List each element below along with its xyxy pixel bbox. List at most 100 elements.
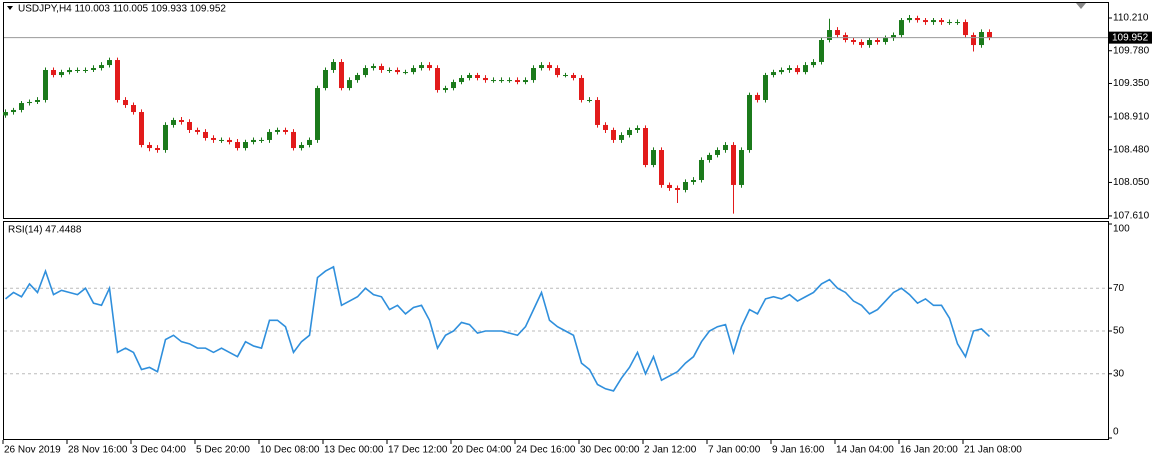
candle-body	[635, 128, 640, 130]
candle-body	[603, 124, 608, 130]
candle-body	[139, 112, 144, 145]
candle-body	[403, 72, 408, 74]
candle-body	[475, 75, 480, 78]
candle-body	[163, 124, 168, 151]
candle-body	[83, 69, 88, 71]
candle-body	[75, 69, 80, 71]
x-tick-label: 28 Nov 16:00	[68, 445, 128, 456]
x-tick-label: 20 Dec 04:00	[452, 445, 512, 456]
candle-body	[667, 184, 672, 189]
candle-body	[715, 150, 720, 155]
candle-body	[531, 68, 536, 81]
candle-body	[43, 69, 48, 100]
candle-body	[891, 35, 896, 39]
candle-body	[547, 65, 552, 69]
rsi-title: RSI(14) 47.4488	[8, 225, 82, 236]
candle-body	[155, 148, 160, 151]
candle-body	[51, 69, 56, 76]
candle-body	[867, 40, 872, 46]
y-tick-label: 110.210	[1113, 13, 1149, 24]
candle-body	[835, 30, 840, 36]
candle-body	[947, 22, 952, 24]
candle-body	[771, 72, 776, 76]
candle-body	[555, 68, 560, 76]
chart-title: USDJPY,H4 110.003 110.005 109.933 109.95…	[18, 4, 226, 15]
x-tick-label: 3 Dec 04:00	[132, 445, 186, 456]
candle-body	[683, 181, 688, 190]
candle-body	[851, 40, 856, 42]
candle-body	[539, 65, 544, 69]
y-tick-label: 108.480	[1113, 144, 1150, 155]
candle-body	[307, 139, 312, 145]
candle-body	[907, 17, 912, 21]
x-tick-label: 9 Jan 16:00	[772, 445, 825, 456]
candle-body	[387, 69, 392, 71]
candle-body	[243, 142, 248, 149]
candle-body	[579, 77, 584, 100]
candle-body	[275, 129, 280, 132]
candle-body	[619, 135, 624, 140]
y-tick-label: 70	[1113, 283, 1125, 294]
x-tick-label: 17 Dec 12:00	[388, 445, 448, 456]
candle-body	[379, 66, 384, 70]
candle-body	[595, 99, 600, 125]
candle-body	[3, 112, 8, 116]
candle-body	[67, 69, 72, 73]
candle-body	[563, 75, 568, 77]
candle-body	[955, 22, 960, 24]
candle-body	[11, 109, 16, 113]
candle-body	[419, 65, 424, 69]
candle-body	[699, 159, 704, 181]
x-tick-label: 16 Jan 20:00	[900, 445, 958, 456]
candle-body	[267, 131, 272, 140]
candle-body	[587, 99, 592, 101]
candle-body	[427, 65, 432, 69]
y-tick-label: 100	[1113, 224, 1130, 235]
candle-body	[499, 80, 504, 82]
candle-body	[747, 94, 752, 151]
rsi-line	[4, 265, 991, 392]
candle-body	[187, 121, 192, 130]
candle-body	[99, 65, 104, 69]
candle-body	[347, 80, 352, 89]
y-tick-label: 108.910	[1113, 112, 1150, 123]
candle-body	[331, 62, 336, 70]
candle-body	[643, 128, 648, 166]
candle-body	[971, 35, 976, 46]
candle-body	[195, 129, 200, 132]
candle-body	[803, 65, 808, 73]
candle-body	[523, 80, 528, 83]
candle-body	[19, 103, 24, 110]
candle-body	[627, 129, 632, 136]
candle-body	[323, 69, 328, 89]
candle-body	[355, 75, 360, 81]
x-tick-label: 7 Jan 00:00	[708, 445, 761, 456]
candle-body	[147, 144, 152, 149]
candle-body	[459, 77, 464, 83]
candle-body	[219, 139, 224, 141]
candle-body	[571, 75, 576, 78]
candle-body	[299, 144, 304, 149]
candle-body	[235, 142, 240, 149]
candle-body	[291, 131, 296, 149]
x-tick-label: 24 Dec 16:00	[516, 445, 576, 456]
menu-arrow[interactable]	[7, 6, 13, 10]
candle-body	[811, 62, 816, 66]
candle-body	[179, 120, 184, 122]
x-tick-label: 21 Jan 08:00	[964, 445, 1022, 456]
candle-body	[395, 69, 400, 73]
x-tick-label: 5 Dec 20:00	[196, 445, 250, 456]
last-price-box	[1109, 31, 1152, 44]
y-tick-label: 50	[1113, 326, 1125, 337]
candle-body	[91, 68, 96, 70]
y-tick-label: 108.050	[1113, 177, 1150, 188]
x-tick-label: 26 Nov 2019	[4, 445, 61, 456]
candle-body	[819, 40, 824, 63]
candle-body	[483, 77, 488, 81]
x-tick-label: 14 Jan 04:00	[836, 445, 894, 456]
candle-body	[795, 68, 800, 73]
candle-body	[259, 139, 264, 141]
candle-body	[827, 30, 832, 41]
candle-body	[707, 154, 712, 160]
